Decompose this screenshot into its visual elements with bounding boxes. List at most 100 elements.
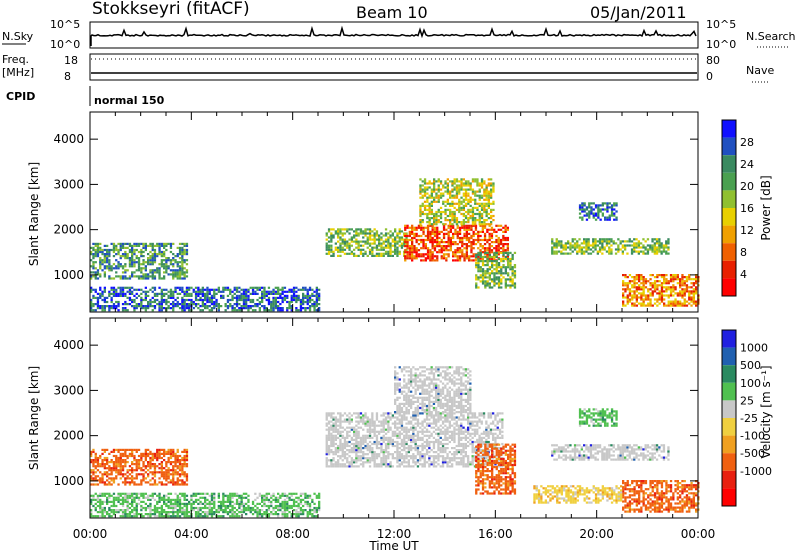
power-cell	[183, 253, 186, 256]
power-cell	[398, 238, 401, 241]
power-cell	[408, 255, 411, 258]
power-cell	[115, 244, 118, 247]
velocity-cell	[115, 454, 118, 458]
power-cell	[206, 300, 209, 304]
power-cell	[108, 275, 111, 278]
power-cell	[387, 246, 390, 249]
power-cell	[626, 244, 629, 247]
power-cell	[373, 236, 376, 239]
power-cell	[292, 296, 296, 299]
power-cell	[213, 303, 216, 306]
velocity-cell	[194, 515, 198, 518]
velocity-cell	[108, 483, 111, 486]
power-cell	[644, 282, 648, 285]
power-cell	[422, 259, 425, 262]
velocity-cell	[272, 506, 275, 510]
power-cell	[483, 194, 486, 197]
power-cell	[487, 206, 490, 209]
velocity-cell	[231, 511, 234, 514]
power-cell	[272, 307, 275, 310]
power-cell	[222, 294, 225, 297]
power-cell	[475, 274, 478, 277]
velocity-cell	[304, 509, 307, 512]
power-cell	[660, 250, 663, 253]
velocity-cell	[364, 438, 367, 441]
velocity-cell	[94, 509, 97, 512]
power-cell	[463, 228, 466, 231]
power-cell	[215, 288, 218, 291]
velocity-cell	[103, 511, 106, 514]
power-cell	[485, 190, 488, 193]
velocity-cell	[341, 414, 344, 417]
power-cell	[258, 286, 261, 289]
power-cell	[573, 244, 577, 247]
power-cell	[178, 267, 182, 270]
velocity-cell	[315, 509, 318, 512]
power-cell	[428, 221, 431, 224]
power-cell	[131, 259, 134, 262]
power-cell	[158, 275, 161, 278]
power-cell	[208, 305, 211, 308]
velocity-cell	[140, 473, 143, 476]
power-cell	[94, 290, 97, 293]
velocity-cell	[185, 506, 189, 510]
power-cell	[251, 300, 255, 304]
velocity-cell	[194, 506, 198, 510]
velocity-cell	[158, 511, 161, 514]
velocity-cell	[353, 459, 356, 462]
power-cell	[281, 288, 284, 291]
power-cell	[153, 275, 157, 278]
velocity-cell	[133, 513, 136, 516]
power-cell	[169, 250, 173, 254]
power-cell	[90, 305, 93, 308]
power-cell	[580, 242, 583, 245]
velocity-cell	[226, 506, 230, 510]
power-cell	[440, 230, 443, 233]
power-cell	[642, 280, 645, 283]
power-cell	[578, 204, 582, 207]
power-cell	[500, 268, 503, 271]
power-cell	[433, 200, 436, 203]
velocity-cell	[229, 509, 232, 512]
power-cell	[151, 286, 154, 289]
power-cell	[490, 210, 493, 214]
power-cell	[96, 305, 100, 308]
velocity-cell	[343, 436, 347, 439]
power-cell	[679, 304, 682, 307]
velocity-cell	[341, 426, 344, 429]
velocity-cell	[274, 500, 277, 503]
velocity-cell	[181, 481, 184, 484]
power-cell	[660, 252, 663, 255]
power-cell	[626, 252, 629, 255]
velocity-cell	[147, 461, 150, 464]
power-cell	[339, 246, 342, 249]
velocity-cell	[240, 498, 243, 501]
power-cell	[555, 252, 558, 255]
power-cell	[181, 300, 184, 304]
velocity-cell	[144, 452, 147, 455]
power-cell	[490, 182, 493, 185]
velocity-cell	[362, 414, 365, 417]
velocity-cell	[334, 416, 337, 419]
velocity-cell	[286, 500, 289, 503]
velocity-cell	[220, 509, 223, 512]
velocity-cell	[121, 496, 125, 499]
power-cell	[469, 208, 472, 211]
power-cell	[449, 190, 452, 193]
power-cell	[667, 282, 670, 285]
power-cell	[112, 246, 116, 249]
power-cell	[231, 294, 234, 297]
power-cell	[626, 294, 629, 297]
velocity-cell	[110, 479, 113, 482]
velocity-cell	[101, 515, 104, 518]
velocity-cell	[263, 513, 266, 516]
power-cell	[242, 292, 246, 295]
power-cell	[368, 230, 372, 233]
velocity-cell	[199, 509, 202, 512]
velocity-cell	[142, 492, 145, 495]
power-cell	[99, 296, 102, 299]
power-cell	[444, 208, 447, 211]
power-cell	[462, 221, 465, 224]
velocity-cell	[355, 455, 358, 458]
nsky-trace	[90, 25, 697, 46]
